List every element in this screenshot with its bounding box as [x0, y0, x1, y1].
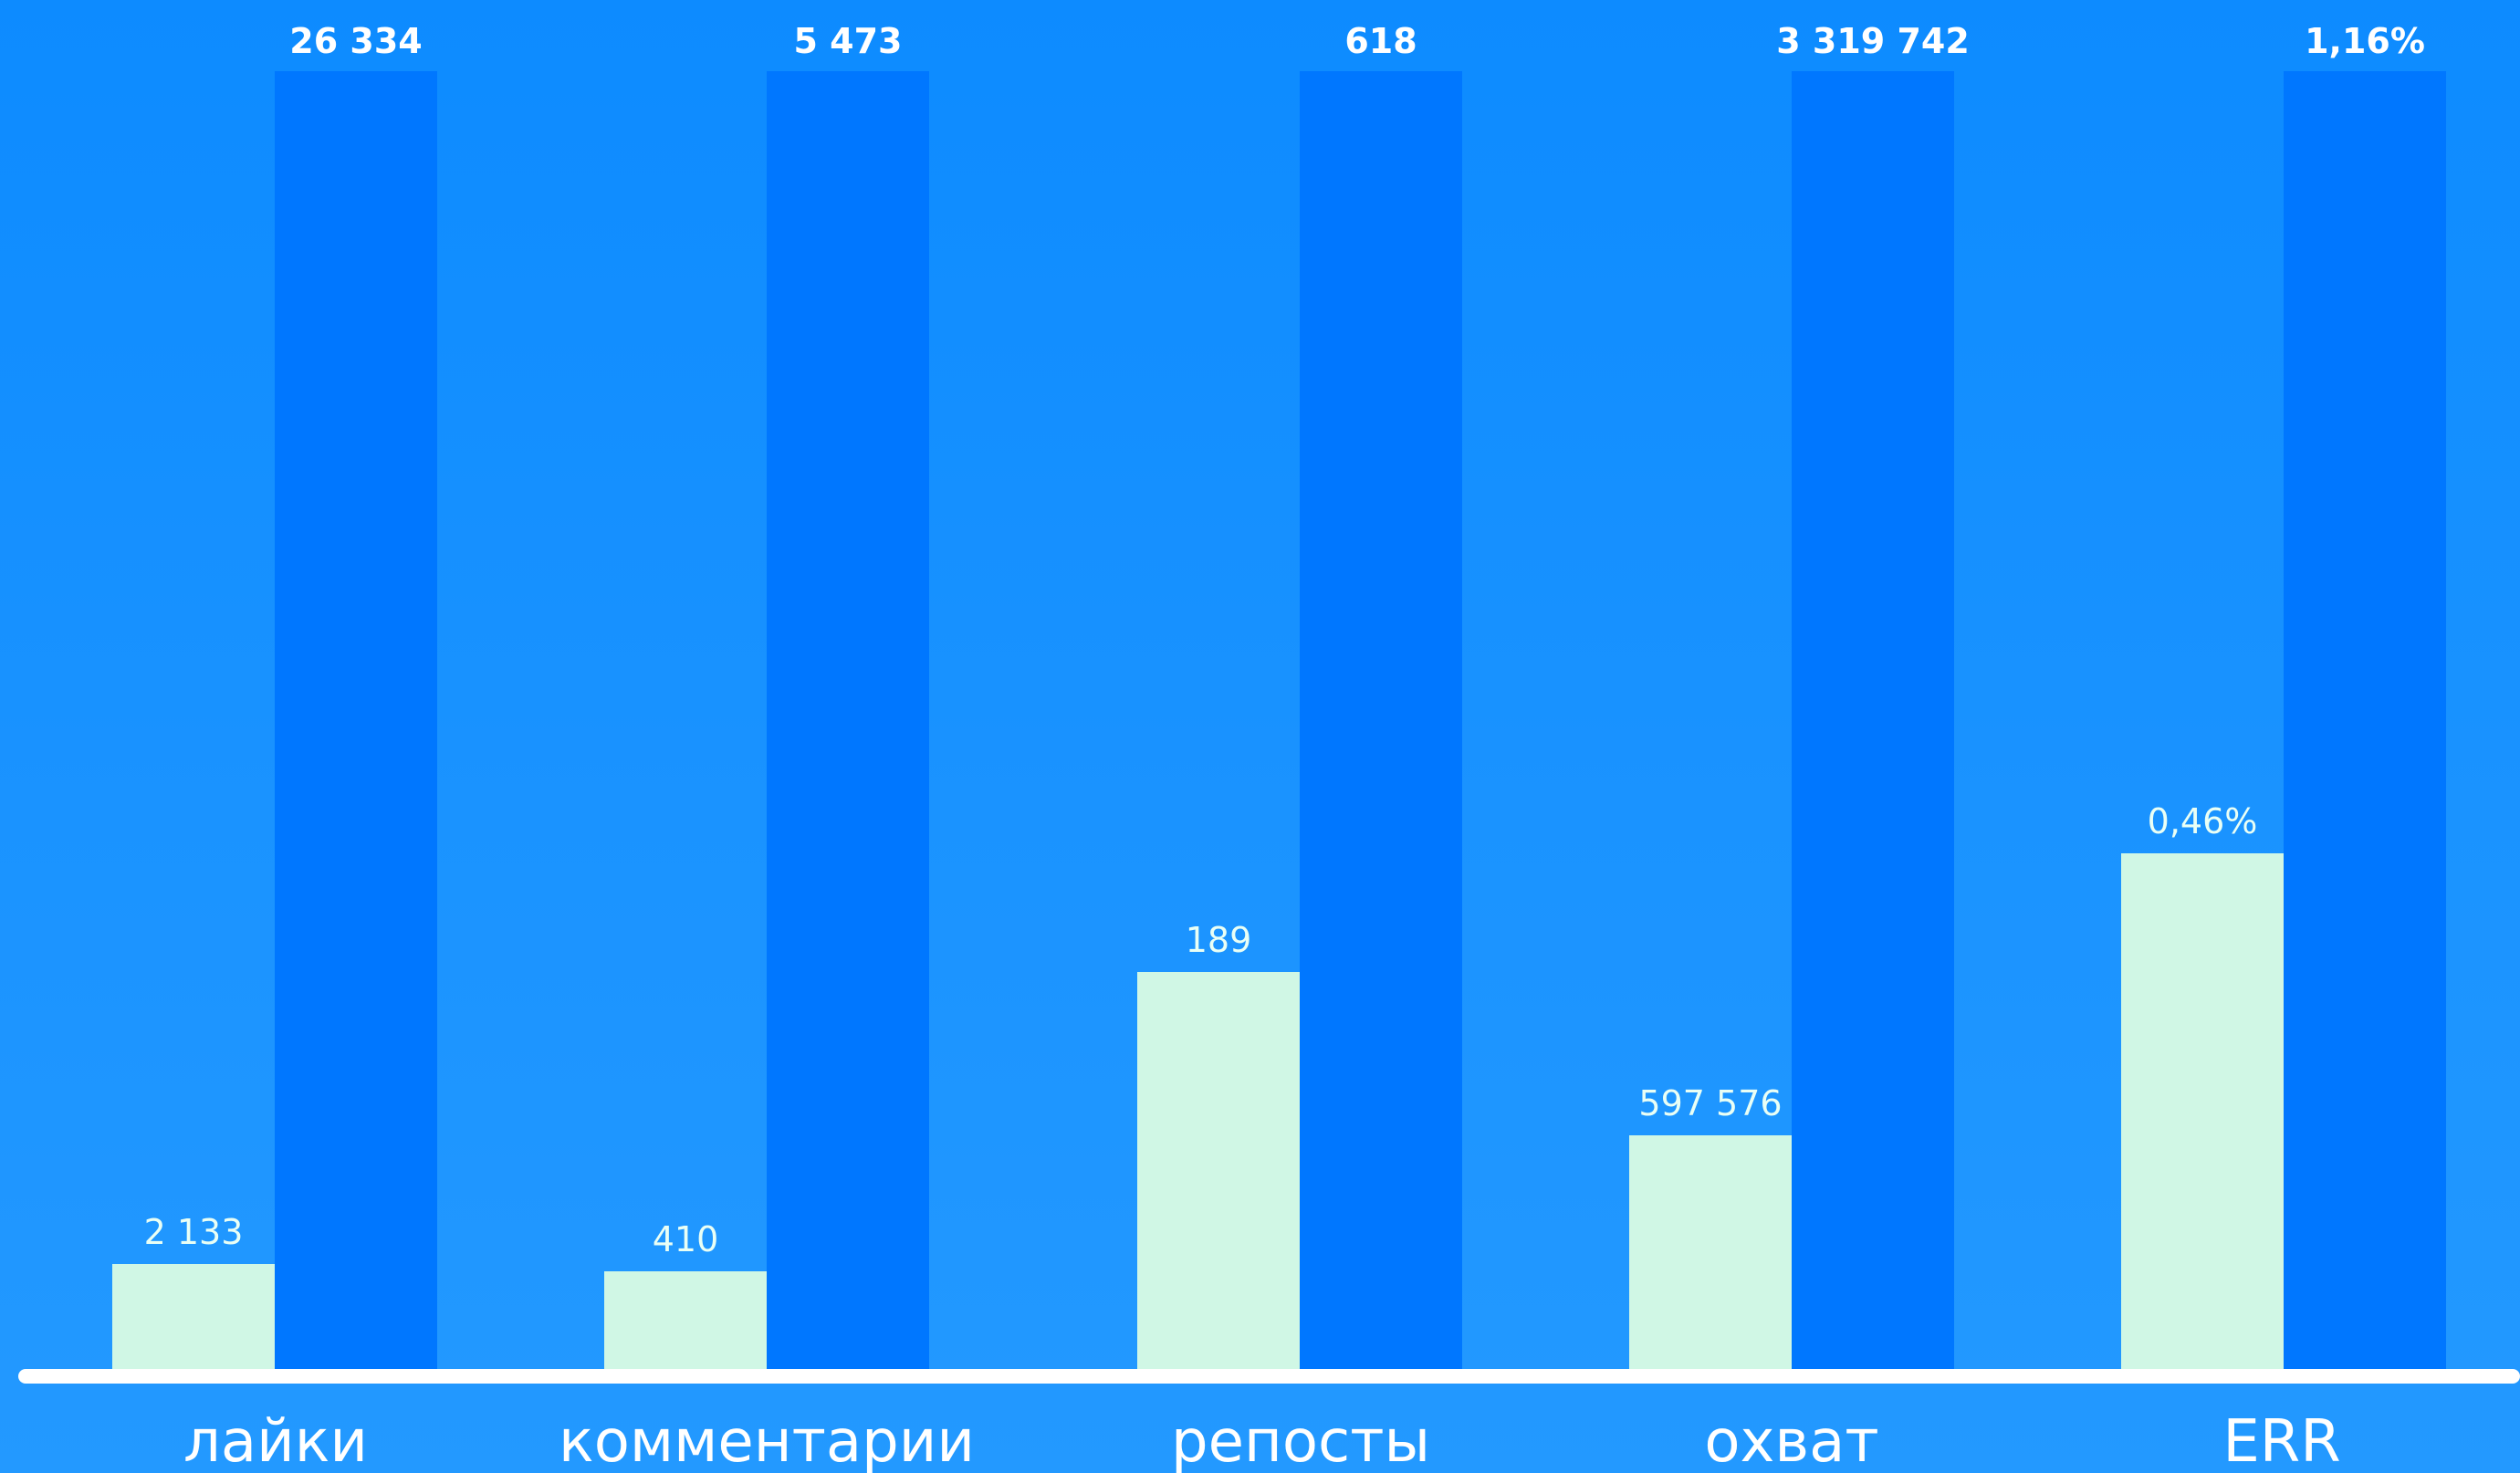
data-label-series-1-4: 0,46% — [2148, 801, 2258, 841]
bar-series-2-1 — [767, 71, 929, 1369]
bar-series-2-3 — [1792, 71, 1954, 1369]
data-label-series-1-2: 189 — [1186, 920, 1252, 960]
category-label-2: репосты — [1171, 1408, 1430, 1473]
data-label-series-2-1: 5 473 — [794, 21, 903, 61]
category-label-4: ERR — [2222, 1408, 2340, 1473]
bar-series-1-1 — [604, 1271, 767, 1369]
data-label-series-2-0: 26 334 — [289, 21, 422, 61]
data-label-series-1-0: 2 133 — [144, 1212, 244, 1252]
bar-series-2-2 — [1300, 71, 1462, 1369]
data-label-series-1-1: 410 — [653, 1219, 719, 1259]
x-axis-baseline — [18, 1369, 2520, 1384]
bar-series-2-4 — [2284, 71, 2446, 1369]
series-1-bars — [112, 853, 2284, 1369]
data-label-series-2-4: 1,16% — [2305, 21, 2425, 61]
data-label-series-2-2: 618 — [1344, 21, 1417, 61]
data-label-series-1-3: 597 576 — [1638, 1083, 1782, 1123]
category-label-3: охват — [1704, 1408, 1878, 1473]
category-label-1: комментарии — [559, 1408, 975, 1473]
bar-series-1-3 — [1629, 1135, 1792, 1369]
series-2-data-labels: 26 334 5 473 618 3 319 742 1,16% — [289, 21, 2425, 61]
x-axis-category-labels: лайки комментарии репосты охват ERR — [183, 1408, 2341, 1473]
bar-series-1-0 — [112, 1264, 275, 1369]
category-label-0: лайки — [183, 1408, 368, 1473]
bar-series-1-2 — [1137, 972, 1300, 1369]
series-1-data-labels: 2 133 410 189 597 576 0,46% — [144, 801, 2258, 1259]
series-2-bars — [275, 71, 2446, 1369]
bar-series-2-0 — [275, 71, 437, 1369]
data-label-series-2-3: 3 319 742 — [1776, 21, 1970, 61]
bar-series-1-4 — [2121, 853, 2284, 1369]
